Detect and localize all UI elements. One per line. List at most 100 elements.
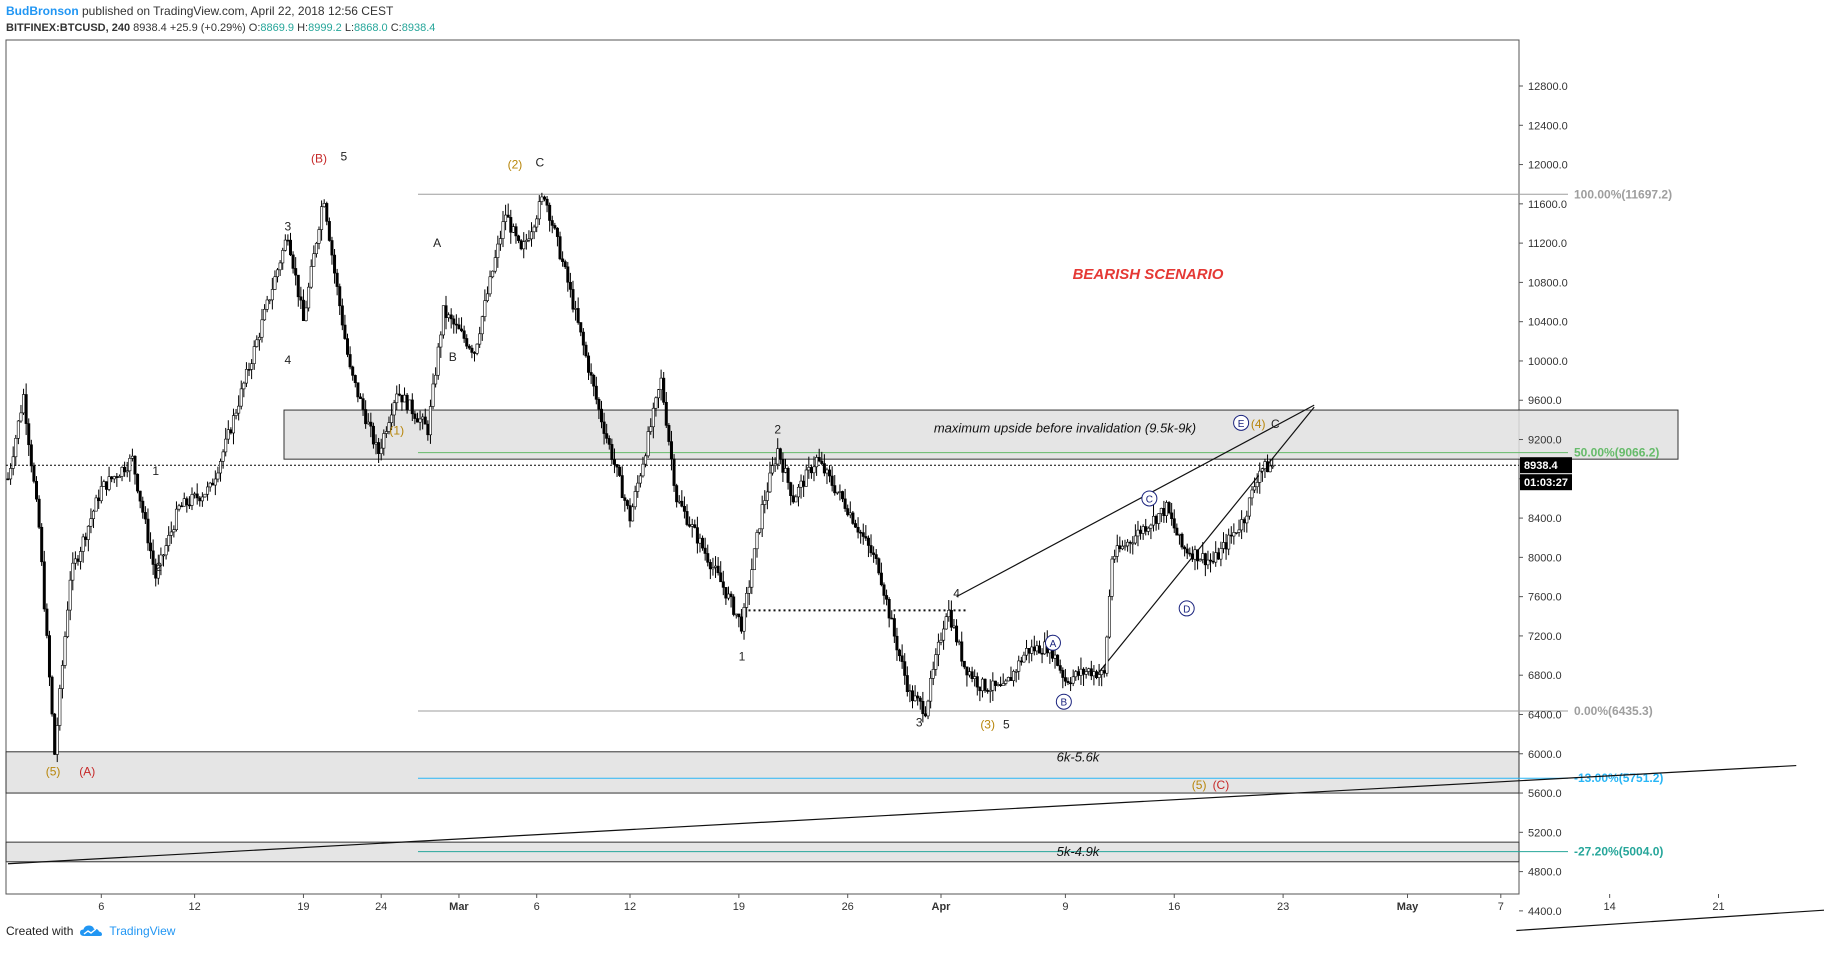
candle-body — [335, 272, 339, 287]
candle-body — [952, 625, 956, 628]
candle-body — [483, 300, 487, 317]
candle-body — [1025, 648, 1029, 656]
y-tick-label: 4400.0 — [1528, 906, 1562, 918]
candle-body — [638, 475, 642, 484]
candle-body — [631, 506, 635, 522]
countdown-tag — [1520, 474, 1572, 491]
candle-body — [851, 512, 855, 524]
candle-body — [568, 281, 572, 290]
candle-body — [504, 214, 508, 222]
candle-body — [745, 592, 749, 608]
candle-body — [571, 289, 575, 310]
circled-wave-label: C — [1146, 494, 1153, 505]
candle-body — [695, 527, 699, 544]
y-tick-label: 6400.0 — [1528, 709, 1562, 721]
candle-body — [962, 660, 966, 668]
candle-body — [1139, 529, 1143, 534]
candle-body — [146, 518, 150, 544]
candle-body — [390, 414, 394, 423]
tradingview-brand[interactable]: TradingView — [109, 924, 176, 938]
candle-body — [812, 466, 816, 474]
candle-body — [537, 201, 541, 220]
candle-body — [177, 505, 181, 510]
candle-body — [654, 397, 658, 409]
wave-label: 4 — [285, 353, 292, 367]
candle-body — [1172, 518, 1176, 529]
candle-body — [221, 451, 225, 462]
candle-body — [164, 545, 168, 556]
candle-body — [37, 498, 41, 528]
candle-body — [92, 510, 96, 519]
candle-body — [1095, 671, 1099, 679]
candle-body — [340, 305, 344, 326]
x-tick-label: May — [1397, 901, 1419, 913]
candle-body — [346, 338, 350, 355]
candle-body — [288, 239, 292, 256]
candle-body — [703, 547, 707, 554]
candle-body — [879, 572, 883, 586]
candle-body — [1247, 497, 1251, 517]
wave-label: (A) — [79, 764, 95, 778]
candle-body — [421, 416, 425, 420]
last-price-tag — [1520, 457, 1572, 474]
candle-body — [1193, 549, 1197, 560]
candle-body — [348, 354, 352, 368]
candle-body — [1149, 524, 1153, 529]
candle-body — [752, 548, 756, 570]
candle-body — [892, 618, 896, 637]
candle-body — [68, 579, 72, 611]
candle-body — [1167, 502, 1171, 514]
candle-body — [133, 455, 137, 475]
candle-body — [993, 680, 997, 686]
candle-body — [841, 491, 845, 500]
y-tick-label: 11600.0 — [1528, 199, 1567, 211]
candle-body — [107, 476, 111, 490]
candle-body — [1097, 674, 1101, 679]
candle-body — [986, 690, 990, 692]
candle-body — [167, 535, 171, 546]
candle-body — [1100, 670, 1104, 675]
candle-body — [1063, 677, 1067, 682]
candle-body — [581, 331, 585, 346]
candle-body — [195, 493, 199, 499]
candle-body — [796, 486, 800, 498]
candle-body — [783, 468, 787, 473]
candle-body — [84, 536, 88, 540]
wave-label: 4 — [953, 587, 960, 601]
x-tick-label: 24 — [375, 901, 387, 913]
candle-body — [1175, 527, 1179, 536]
candle-body — [356, 382, 360, 398]
author-link[interactable]: BudBronson — [6, 4, 79, 18]
candle-body — [1123, 545, 1127, 548]
candle-body — [55, 725, 59, 755]
symbol-name[interactable]: BITFINEX:BTCUSD, 240 — [6, 22, 131, 34]
chart-header: BudBronson published on TradingView.com,… — [6, 4, 393, 19]
candle-body — [467, 345, 471, 349]
candle-body — [1258, 470, 1262, 483]
candle-body — [633, 491, 637, 508]
candle-body — [423, 416, 427, 425]
candle-body — [550, 220, 554, 226]
candle-body — [120, 466, 124, 477]
candle-body — [690, 524, 694, 527]
candle-body — [809, 467, 813, 474]
candle-body — [22, 394, 26, 414]
candle-body — [509, 217, 513, 233]
candle-body — [649, 426, 653, 432]
candle-body — [97, 497, 101, 502]
candle-body — [312, 253, 316, 267]
circled-wave-label: B — [1061, 698, 1068, 709]
candle-body — [1009, 677, 1013, 681]
candle-body — [1107, 596, 1111, 638]
candle-body — [566, 266, 570, 283]
candle-body — [263, 309, 267, 321]
candle-body — [955, 625, 959, 643]
x-tick-label: 6 — [98, 901, 104, 913]
candle-body — [1058, 665, 1062, 671]
candle-body — [887, 599, 891, 619]
candle-body — [706, 553, 710, 563]
candle-body — [597, 399, 601, 410]
candle-body — [1017, 660, 1021, 672]
